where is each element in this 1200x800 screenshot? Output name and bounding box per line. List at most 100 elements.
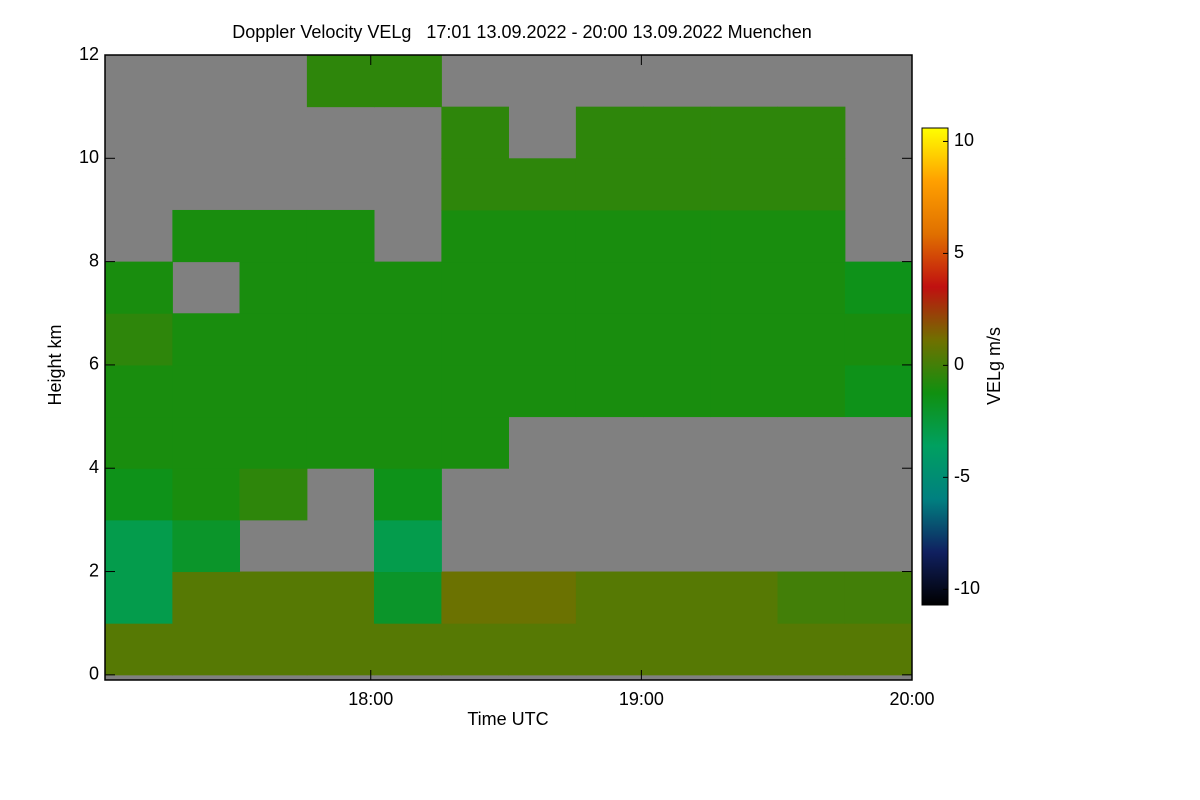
heatmap-cell bbox=[575, 106, 644, 159]
heatmap-cell bbox=[105, 468, 173, 521]
heatmap-cell bbox=[374, 468, 442, 521]
heatmap-cell bbox=[374, 261, 442, 314]
heatmap-cell bbox=[239, 571, 308, 624]
heatmap-cell bbox=[441, 106, 509, 159]
heatmap-cell bbox=[441, 209, 509, 263]
heatmap-cell bbox=[105, 623, 173, 676]
heatmap-cell bbox=[643, 623, 711, 676]
heatmap-cell bbox=[239, 623, 308, 676]
heatmap-cell bbox=[105, 519, 173, 573]
y-tick-label: 0 bbox=[89, 664, 99, 684]
heatmap-cell bbox=[374, 416, 442, 469]
colorbar bbox=[921, 127, 949, 606]
heatmap-cell bbox=[643, 571, 711, 624]
heatmap-cell bbox=[374, 571, 442, 624]
heatmap-cell bbox=[710, 209, 778, 263]
heatmap-cell bbox=[105, 261, 173, 314]
heatmap-cell bbox=[508, 261, 577, 314]
heatmap-cell bbox=[710, 106, 778, 159]
heatmap-cell bbox=[306, 364, 375, 418]
heatmap-cell bbox=[777, 209, 846, 263]
heatmap-cell bbox=[575, 209, 644, 263]
heatmap-cell bbox=[374, 519, 442, 573]
y-tick-label: 4 bbox=[89, 457, 99, 477]
heatmap-cell bbox=[306, 416, 375, 469]
heatmap-cell bbox=[441, 416, 509, 469]
heatmap-cell bbox=[777, 571, 846, 624]
heatmap-cell bbox=[575, 364, 644, 418]
heatmap-cell bbox=[508, 209, 577, 263]
y-tick-label: 10 bbox=[79, 147, 99, 167]
y-tick-label: 6 bbox=[89, 354, 99, 374]
x-tick-label: 20:00 bbox=[889, 689, 934, 709]
heatmap-cell bbox=[575, 313, 644, 366]
heatmap-cell bbox=[172, 571, 240, 624]
heatmap-cell bbox=[777, 313, 846, 366]
heatmap-cell bbox=[306, 571, 375, 624]
x-tick-label: 18:00 bbox=[348, 689, 393, 709]
chart-title: Doppler Velocity VELg 17:01 13.09.2022 -… bbox=[232, 22, 811, 42]
heatmap-cell bbox=[306, 623, 375, 676]
y-tick-label: 12 bbox=[79, 44, 99, 64]
heatmap-cell bbox=[844, 571, 913, 624]
heatmap-cell bbox=[508, 158, 577, 211]
heatmap-cell bbox=[844, 364, 913, 418]
heatmap-cell bbox=[643, 364, 711, 418]
heatmap-cell bbox=[441, 158, 509, 211]
heatmap-cell bbox=[710, 313, 778, 366]
colorbar-tick-label: 10 bbox=[954, 130, 974, 150]
heatmap-cell bbox=[508, 571, 577, 624]
heatmap-cell bbox=[710, 623, 778, 676]
heatmap-cell bbox=[508, 364, 577, 418]
heatmap-cell bbox=[172, 468, 240, 521]
heatmap-cell bbox=[643, 209, 711, 263]
heatmap-cell bbox=[777, 261, 846, 314]
colorbar-tick-label: -10 bbox=[954, 578, 980, 598]
heatmap-cell bbox=[441, 261, 509, 314]
heatmap-cell bbox=[643, 158, 711, 211]
heatmap-cell bbox=[441, 313, 509, 366]
heatmap-cell bbox=[777, 623, 846, 676]
heatmap-cell bbox=[374, 623, 442, 676]
heatmap-cell bbox=[105, 416, 173, 469]
heatmap-cell bbox=[172, 623, 240, 676]
heatmap-cell bbox=[306, 261, 375, 314]
heatmap-cell bbox=[777, 158, 846, 211]
heatmap-cell bbox=[441, 571, 509, 624]
heatmap-cell bbox=[710, 571, 778, 624]
heatmap-cell bbox=[306, 313, 375, 366]
plot-frame bbox=[104, 54, 913, 681]
heatmap-cell bbox=[710, 364, 778, 418]
heatmap-cell bbox=[306, 209, 375, 263]
heatmap-cell bbox=[844, 261, 913, 314]
heatmap-cell bbox=[105, 571, 173, 624]
colorbar-tick-label: -5 bbox=[954, 466, 970, 486]
heatmap-cell bbox=[172, 519, 240, 573]
heatmap-cell bbox=[575, 158, 644, 211]
heatmap-cell bbox=[777, 364, 846, 418]
heatmap-cell bbox=[710, 158, 778, 211]
heatmap-cell bbox=[172, 416, 240, 469]
colorbar-label: VELg m/s bbox=[984, 327, 1004, 405]
heatmap-cell bbox=[710, 261, 778, 314]
heatmap-cell bbox=[575, 623, 644, 676]
heatmap-cell bbox=[508, 313, 577, 366]
colorbar-tick-label: 5 bbox=[954, 242, 964, 262]
heatmap-cell bbox=[105, 313, 173, 366]
heatmap-cell bbox=[374, 313, 442, 366]
heatmap-cell bbox=[239, 313, 308, 366]
heatmap-cell bbox=[575, 571, 644, 624]
heatmap-cell bbox=[844, 313, 913, 366]
heatmap-cell bbox=[374, 364, 442, 418]
heatmap-cell bbox=[239, 261, 308, 314]
colorbar-tick-label: 0 bbox=[954, 354, 964, 374]
heatmap-cell bbox=[172, 313, 240, 366]
heatmap-cell bbox=[575, 261, 644, 314]
y-tick-label: 8 bbox=[89, 250, 99, 270]
heatmap-cell bbox=[172, 364, 240, 418]
y-axis-label: Height km bbox=[45, 324, 65, 405]
heatmap-cell bbox=[306, 55, 375, 108]
x-tick-label: 19:00 bbox=[619, 689, 664, 709]
heatmap-cell bbox=[643, 313, 711, 366]
heatmap-cell bbox=[105, 364, 173, 418]
